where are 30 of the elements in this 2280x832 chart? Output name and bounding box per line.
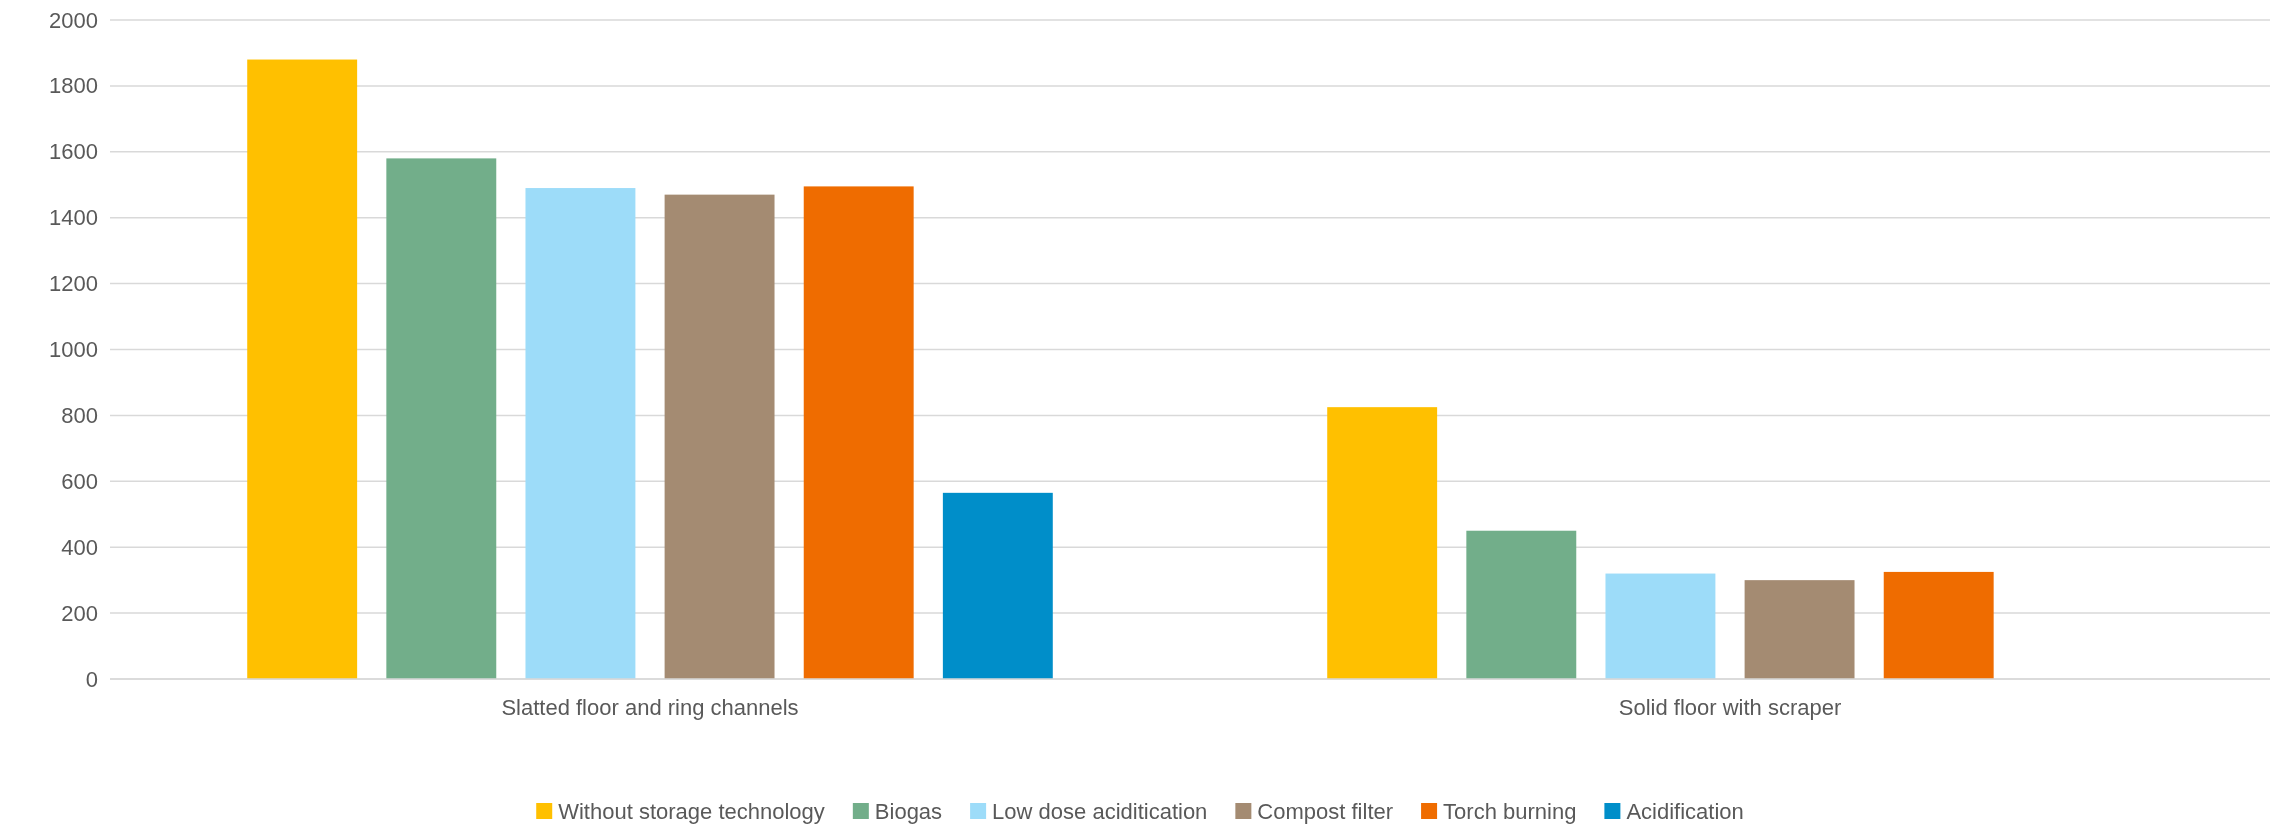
bar [247, 59, 358, 679]
y-tick-label: 2000 [49, 7, 98, 33]
legend-label: Acidification [1626, 799, 1744, 824]
y-tick-label: 1600 [49, 139, 98, 165]
legend-label: Torch burning [1443, 799, 1577, 824]
y-tick-label: 1000 [49, 337, 98, 363]
bar [1605, 573, 1716, 679]
legend-label: Low dose aciditication [992, 799, 1208, 824]
y-tick-label: 0 [85, 666, 98, 692]
x-tick-label: Slatted floor and ring channels [501, 694, 799, 720]
legend-label: Compost filter [1257, 799, 1394, 824]
bar [525, 188, 636, 679]
y-tick-label: 200 [61, 600, 98, 626]
bar [1327, 407, 1438, 679]
bar [1744, 580, 1855, 679]
y-tick-label: 1200 [49, 271, 98, 297]
y-tick-label: 400 [61, 534, 98, 560]
y-tick-label: 1400 [49, 205, 98, 231]
bar [386, 158, 497, 679]
y-tick-label: 600 [61, 468, 98, 494]
x-tick-label: Solid floor with scraper [1618, 694, 1842, 720]
y-tick-label: 1800 [49, 73, 98, 99]
legend-label: Biogas [874, 799, 943, 824]
bar [664, 194, 775, 679]
bar [1466, 530, 1577, 679]
y-tick-label: 800 [61, 402, 98, 428]
legend-label: Without storage technology [558, 799, 825, 824]
bar [1883, 571, 1994, 679]
bar [942, 492, 1053, 679]
bar [803, 186, 914, 679]
